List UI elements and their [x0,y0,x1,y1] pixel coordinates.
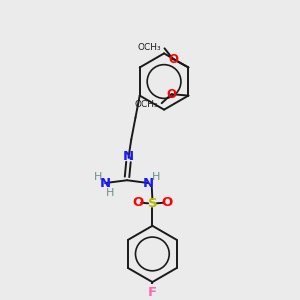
Text: O: O [167,88,176,101]
Text: H: H [152,172,161,182]
Text: N: N [100,177,111,190]
Text: N: N [142,177,153,190]
Text: N: N [123,150,134,163]
Text: F: F [148,286,157,299]
Text: O: O [161,196,172,209]
Text: S: S [148,197,157,210]
Text: OCH₃: OCH₃ [137,43,161,52]
Text: O: O [132,196,143,209]
Text: H: H [105,188,114,198]
Text: H: H [94,172,102,182]
Text: O: O [168,52,178,65]
Text: OCH₃: OCH₃ [135,100,158,109]
